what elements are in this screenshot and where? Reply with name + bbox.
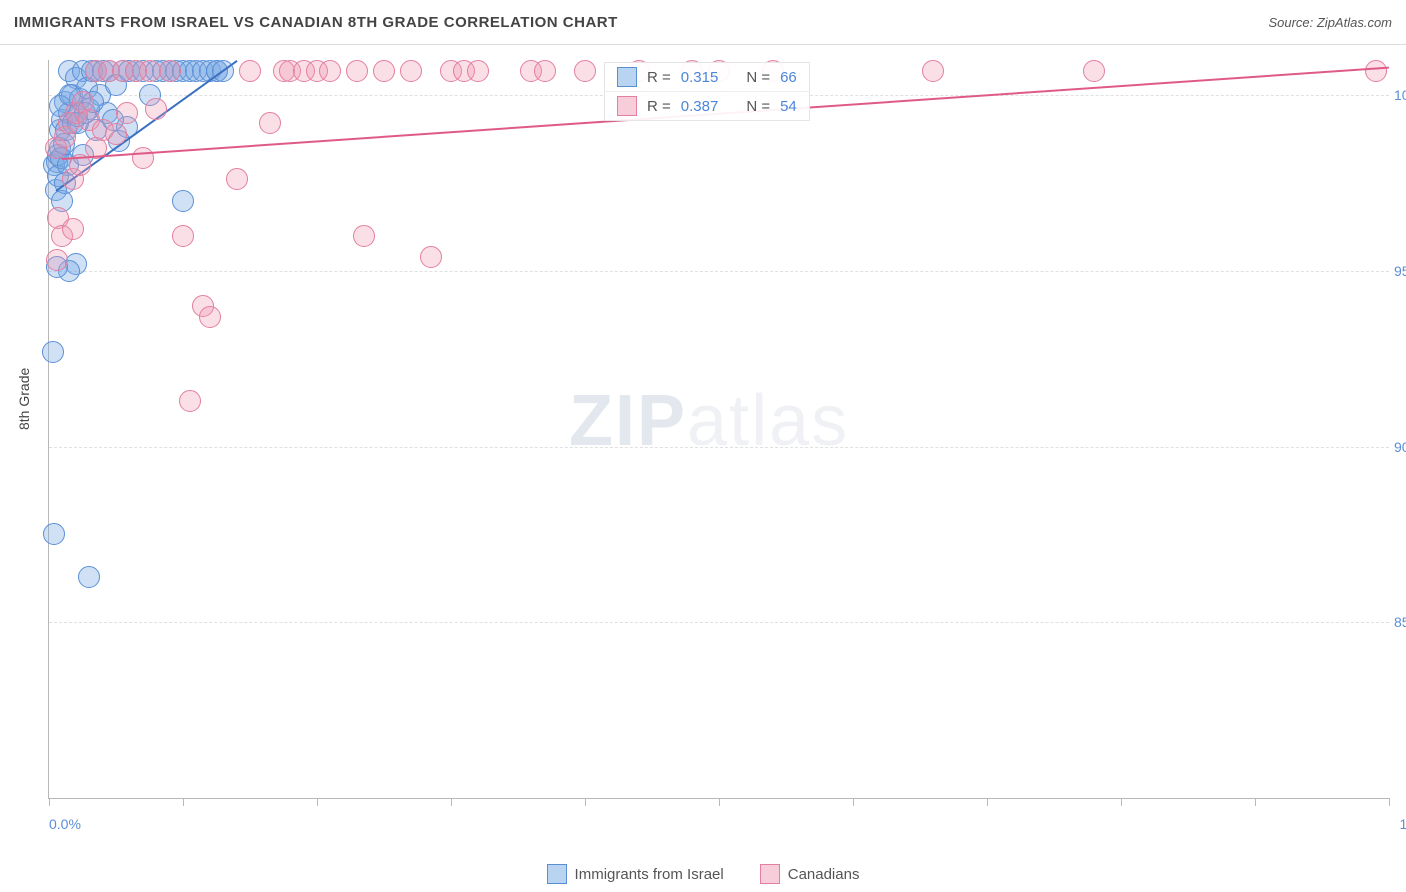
- x-tick: [1389, 798, 1390, 806]
- plot-area: ZIPatlas 85.0%90.0%95.0%100.0%0.0%100.0%…: [48, 60, 1389, 799]
- y-axis-label: 8th Grade: [16, 368, 32, 430]
- scatter-point: [172, 225, 194, 247]
- scatter-point: [420, 246, 442, 268]
- scatter-point: [46, 249, 68, 271]
- x-tick: [49, 798, 50, 806]
- stats-r-label: R =: [647, 69, 671, 86]
- x-tick: [585, 798, 586, 806]
- legend-item-israel: Immigrants from Israel: [547, 864, 724, 884]
- scatter-point: [1083, 60, 1105, 82]
- scatter-point: [42, 341, 64, 363]
- scatter-point: [922, 60, 944, 82]
- scatter-point: [105, 123, 127, 145]
- stats-n-value: 54: [780, 98, 797, 115]
- x-tick-label-left: 0.0%: [49, 816, 81, 832]
- stats-r-value: 0.387: [681, 98, 719, 115]
- stats-row: R = 0.315 N = 66: [605, 63, 809, 91]
- scatter-point: [179, 390, 201, 412]
- legend-item-canadians: Canadians: [760, 864, 860, 884]
- scatter-point: [1365, 60, 1387, 82]
- scatter-point: [467, 60, 489, 82]
- stats-row: R = 0.387 N = 54: [605, 91, 809, 120]
- x-tick: [451, 798, 452, 806]
- chart-title: IMMIGRANTS FROM ISRAEL VS CANADIAN 8TH G…: [14, 14, 618, 31]
- stats-swatch: [617, 96, 637, 116]
- stats-n-value: 66: [780, 69, 797, 86]
- y-tick-label: 90.0%: [1394, 439, 1406, 455]
- scatter-point: [353, 225, 375, 247]
- scatter-point: [145, 98, 167, 120]
- scatter-point: [319, 60, 341, 82]
- scatter-point: [139, 60, 161, 82]
- scatter-point: [400, 60, 422, 82]
- legend-swatch-canadians: [760, 864, 780, 884]
- watermark-zip: ZIP: [569, 381, 687, 461]
- legend-label-israel: Immigrants from Israel: [575, 866, 724, 883]
- x-tick-label-right: 100.0%: [1400, 816, 1406, 832]
- scatter-point: [78, 566, 100, 588]
- y-tick-label: 85.0%: [1394, 614, 1406, 630]
- x-tick: [1121, 798, 1122, 806]
- y-tick-label: 100.0%: [1394, 87, 1406, 103]
- x-tick: [987, 798, 988, 806]
- scatter-point: [534, 60, 556, 82]
- source-attribution: Source: ZipAtlas.com: [1268, 15, 1392, 30]
- scatter-point: [259, 112, 281, 134]
- scatter-point: [574, 60, 596, 82]
- stats-box: R = 0.315 N = 66 R = 0.387 N = 54: [604, 62, 810, 121]
- scatter-point: [346, 60, 368, 82]
- stats-n-label: N =: [746, 98, 770, 115]
- stats-r-value: 0.315: [681, 69, 719, 86]
- gridline: [49, 271, 1389, 272]
- gridline: [49, 447, 1389, 448]
- gridline: [49, 622, 1389, 623]
- scatter-point: [116, 102, 138, 124]
- legend-label-canadians: Canadians: [788, 866, 860, 883]
- scatter-point: [199, 306, 221, 328]
- x-tick: [317, 798, 318, 806]
- scatter-point: [172, 190, 194, 212]
- legend-swatch-israel: [547, 864, 567, 884]
- scatter-point: [132, 147, 154, 169]
- x-tick: [183, 798, 184, 806]
- x-tick: [853, 798, 854, 806]
- scatter-point: [159, 60, 181, 82]
- stats-n-label: N =: [746, 69, 770, 86]
- title-bar: IMMIGRANTS FROM ISRAEL VS CANADIAN 8TH G…: [0, 0, 1406, 45]
- scatter-point: [239, 60, 261, 82]
- scatter-point: [43, 523, 65, 545]
- stats-r-label: R =: [647, 98, 671, 115]
- y-tick-label: 95.0%: [1394, 263, 1406, 279]
- bottom-legend: Immigrants from Israel Canadians: [0, 864, 1406, 884]
- scatter-point: [373, 60, 395, 82]
- watermark: ZIPatlas: [569, 380, 849, 462]
- x-tick: [1255, 798, 1256, 806]
- stats-swatch: [617, 67, 637, 87]
- watermark-atlas: atlas: [687, 381, 849, 461]
- scatter-point: [62, 218, 84, 240]
- x-tick: [719, 798, 720, 806]
- scatter-point: [226, 168, 248, 190]
